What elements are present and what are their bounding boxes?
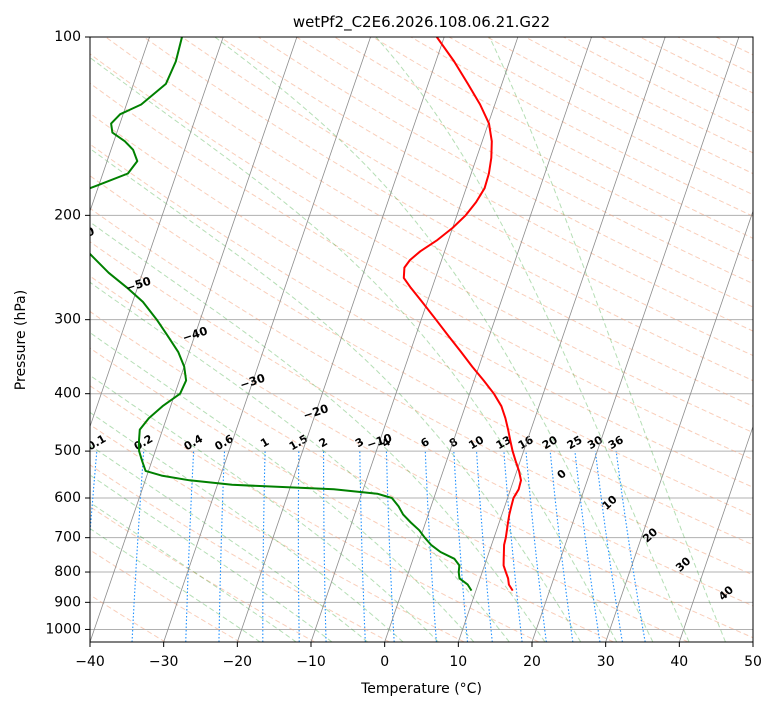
dry-adiabat <box>90 175 753 546</box>
isotherm <box>90 37 224 428</box>
moist-adiabat <box>214 37 654 642</box>
mixing-ratio-line <box>90 451 98 540</box>
x-tick-label: −20 <box>223 654 253 670</box>
dry-adiabat <box>90 549 241 642</box>
isotherm <box>90 37 298 642</box>
x-tick-label: 10 <box>449 654 467 670</box>
moist-adiabat <box>90 527 261 642</box>
moist-adiabat <box>90 374 439 642</box>
isotherm <box>90 37 150 213</box>
mixing-ratio-line <box>453 451 469 642</box>
skewed-isotherms <box>90 37 753 642</box>
x-axis-ticks: −40 −30 −20 −10 0 10 20 30 40 50 <box>75 642 762 670</box>
mixing-ratio-line <box>385 451 395 642</box>
dry-adiabat <box>90 112 753 488</box>
mixing-ratio-line <box>297 451 300 642</box>
moist-adiabat <box>90 474 333 642</box>
mixing-ratio-line <box>503 451 523 642</box>
dewpoint-profile-group <box>90 37 473 592</box>
mixing-ratio-line <box>323 451 327 642</box>
dry-adiabat <box>90 310 689 642</box>
moist-adiabats <box>90 37 726 642</box>
y-tick-label: 800 <box>54 564 81 580</box>
dry-adiabat <box>90 385 540 642</box>
x-tick-label: −40 <box>75 654 105 670</box>
y-tick-label: 200 <box>54 207 81 223</box>
dry-adiabat <box>90 464 390 642</box>
isotherm <box>310 37 519 642</box>
x-tick-label: 30 <box>597 654 615 670</box>
y-tick-label: 500 <box>54 443 81 459</box>
moist-adiabat <box>90 56 618 642</box>
temperature-profile <box>402 37 522 592</box>
isotherm <box>678 425 753 642</box>
isotherm <box>531 37 740 642</box>
mixing-ratio-line <box>185 451 195 642</box>
dewpoint-profile <box>90 37 473 592</box>
dry-adiabat <box>90 207 753 576</box>
y-tick-label: 100 <box>54 29 81 45</box>
dry-adiabat <box>90 82 753 461</box>
dry-adiabat <box>90 347 614 642</box>
dry-adiabat <box>296 37 753 285</box>
isotherm <box>457 37 666 642</box>
isotherm <box>384 37 592 642</box>
mixing-ratio-line <box>359 451 366 642</box>
dry-adiabat <box>90 53 753 434</box>
y-tick-label: 300 <box>54 312 81 328</box>
chart-title: wetPf2_C2E6.2026.108.06.21.G22 <box>293 13 550 32</box>
dry-adiabat <box>90 241 753 607</box>
moist-adiabat <box>90 444 368 642</box>
moist-adiabat <box>90 281 510 642</box>
y-axis-label: Pressure (hPa) <box>13 290 29 390</box>
mixing-ratio-line <box>475 451 493 642</box>
dry-adiabat <box>105 37 753 407</box>
y-tick-label: 700 <box>54 530 81 546</box>
mixing-ratio-line <box>262 451 266 642</box>
mixing-ratio-line <box>424 451 437 642</box>
x-tick-label: 20 <box>523 654 541 670</box>
y-tick-label: 600 <box>54 490 81 506</box>
isotherm <box>236 37 445 642</box>
moist-adiabat <box>90 332 475 642</box>
isotherm-label: −60 <box>67 224 96 245</box>
dry-adiabat <box>90 424 465 642</box>
moist-adiabat <box>90 221 546 642</box>
y-tick-label: 900 <box>54 594 81 610</box>
dry-adiabat <box>90 143 753 517</box>
moist-adiabat <box>90 501 297 642</box>
moist-adiabat <box>90 147 582 642</box>
plot-frame <box>89 36 754 643</box>
moist-adiabat <box>375 37 690 642</box>
x-tick-label: 0 <box>380 654 389 670</box>
y-tick-label: 400 <box>54 386 81 402</box>
temperature-profile-group <box>402 37 522 592</box>
x-tick-label: −30 <box>149 654 179 670</box>
x-axis-label: Temperature (°C) <box>360 681 482 697</box>
moist-adiabat <box>489 37 726 642</box>
moist-adiabat <box>90 411 404 642</box>
y-axis-ticks: 100 200 300 400 500 600 700 800 900 1000 <box>45 29 90 637</box>
x-tick-label: 50 <box>744 654 762 670</box>
y-tick-label: 1000 <box>45 621 81 637</box>
x-tick-label: −10 <box>296 654 326 670</box>
dry-adiabat <box>257 37 753 308</box>
x-tick-label: 40 <box>670 654 688 670</box>
mixing-ratio-line <box>218 451 226 642</box>
isotherm <box>605 209 753 642</box>
isotherm <box>163 37 371 642</box>
